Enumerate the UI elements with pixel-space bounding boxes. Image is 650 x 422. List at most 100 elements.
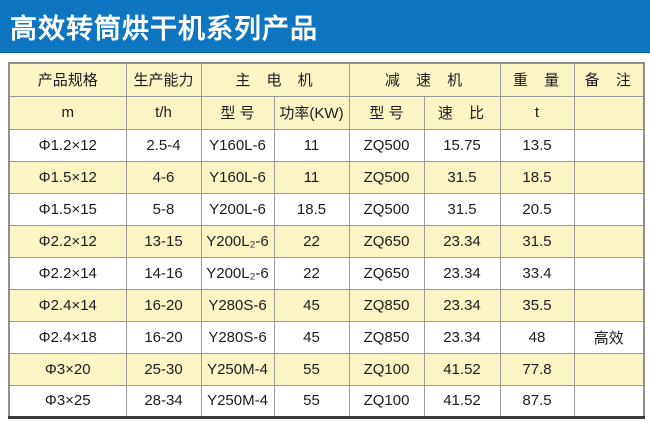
- header-remark: 备 注: [573, 62, 645, 97]
- cell-motor-power: 11: [273, 160, 350, 194]
- cell-remark: [573, 384, 645, 418]
- cell-motor-power: 22: [273, 224, 350, 258]
- header-motor-model: 型 号: [200, 95, 275, 130]
- cell-speed-ratio: 23.34: [423, 288, 501, 322]
- cell-spec: Φ3×20: [8, 352, 127, 386]
- cell-remark: [573, 256, 645, 290]
- cell-capacity: 16-20: [125, 320, 202, 354]
- cell-capacity: 25-30: [125, 352, 202, 386]
- cell-motor-model: Y280S-6: [200, 288, 275, 322]
- cell-spec: Φ3×25: [8, 384, 127, 418]
- cell-reducer-model: ZQ850: [348, 320, 425, 354]
- header-motor-power: 功率(KW): [273, 95, 350, 130]
- cell-spec: Φ2.2×12: [8, 224, 127, 258]
- cell-motor-power: 11: [273, 128, 350, 162]
- table-row: Φ1.5×12 4-6 Y160L-6 11 ZQ500 31.5 18.5: [8, 160, 645, 194]
- cell-reducer-model: ZQ850: [348, 288, 425, 322]
- cell-speed-ratio: 41.52: [423, 384, 501, 418]
- header-reducer-model: 型 号: [348, 95, 425, 130]
- cell-weight: 33.4: [499, 256, 575, 290]
- cell-speed-ratio: 23.34: [423, 256, 501, 290]
- cell-remark: [573, 128, 645, 162]
- cell-remark: [573, 288, 645, 322]
- cell-remark: [573, 352, 645, 386]
- cell-remark: [573, 192, 645, 226]
- cell-reducer-model: ZQ650: [348, 256, 425, 290]
- cell-weight: 13.5: [499, 128, 575, 162]
- cell-speed-ratio: 41.52: [423, 352, 501, 386]
- cell-capacity: 13-15: [125, 224, 202, 258]
- cell-spec: Φ2.4×14: [8, 288, 127, 322]
- table-row: Φ2.2×12 13-15 Y200L₂-6 22 ZQ650 23.34 31…: [8, 224, 645, 258]
- cell-speed-ratio: 31.5: [423, 192, 501, 226]
- cell-weight: 77.8: [499, 352, 575, 386]
- page-title: 高效转筒烘干机系列产品: [10, 13, 318, 44]
- cell-weight: 18.5: [499, 160, 575, 194]
- cell-capacity: 28-34: [125, 384, 202, 418]
- cell-weight: 87.5: [499, 384, 575, 418]
- cell-motor-power: 45: [273, 288, 350, 322]
- cell-motor-power: 22: [273, 256, 350, 290]
- header-row-groups: 产品规格 生产能力 主 电 机 减 速 机 重 量 备 注: [8, 62, 645, 97]
- cell-weight: 48: [499, 320, 575, 354]
- cell-reducer-model: ZQ100: [348, 352, 425, 386]
- table-row: Φ1.2×12 2.5-4 Y160L-6 11 ZQ500 15.75 13.…: [8, 128, 645, 162]
- cell-remark: 高效: [573, 320, 645, 354]
- cell-capacity: 16-20: [125, 288, 202, 322]
- table-row: Φ3×25 28-34 Y250M-4 55 ZQ100 41.52 87.5: [8, 384, 645, 418]
- cell-motor-model: Y160L-6: [200, 128, 275, 162]
- cell-motor-model: Y250M-4: [200, 384, 275, 418]
- spec-table-container: 产品规格 生产能力 主 电 机 减 速 机 重 量 备 注 m t/h 型 号 …: [8, 62, 650, 419]
- cell-motor-power: 55: [273, 384, 350, 418]
- cell-motor-model: Y200L₂-6: [200, 224, 275, 258]
- cell-capacity: 2.5-4: [125, 128, 202, 162]
- header-weight: 重 量: [499, 62, 575, 97]
- header-capacity-unit: t/h: [125, 95, 202, 130]
- cell-weight: 35.5: [499, 288, 575, 322]
- cell-reducer-model: ZQ500: [348, 192, 425, 226]
- cell-speed-ratio: 31.5: [423, 160, 501, 194]
- table-row: Φ2.4×18 16-20 Y280S-6 45 ZQ850 23.34 48 …: [8, 320, 645, 354]
- header-main-motor: 主 电 机: [200, 62, 350, 97]
- cell-spec: Φ1.5×12: [8, 160, 127, 194]
- cell-reducer-model: ZQ650: [348, 224, 425, 258]
- cell-motor-model: Y160L-6: [200, 160, 275, 194]
- header-row-units: m t/h 型 号 功率(KW) 型 号 速 比 t: [8, 95, 645, 130]
- product-spec-table: 产品规格 生产能力 主 电 机 减 速 机 重 量 备 注 m t/h 型 号 …: [8, 62, 645, 419]
- cell-weight: 20.5: [499, 192, 575, 226]
- cell-spec: Φ1.5×15: [8, 192, 127, 226]
- cell-reducer-model: ZQ500: [348, 160, 425, 194]
- cell-remark: [573, 224, 645, 258]
- cell-reducer-model: ZQ500: [348, 128, 425, 162]
- cell-motor-power: 18.5: [273, 192, 350, 226]
- header-reducer: 减 速 机: [348, 62, 501, 97]
- table-row: Φ3×20 25-30 Y250M-4 55 ZQ100 41.52 77.8: [8, 352, 645, 386]
- cell-speed-ratio: 23.34: [423, 224, 501, 258]
- page-title-bar: 高效转筒烘干机系列产品: [0, 0, 650, 53]
- cell-motor-power: 45: [273, 320, 350, 354]
- cell-reducer-model: ZQ100: [348, 384, 425, 418]
- cell-spec: Φ2.4×18: [8, 320, 127, 354]
- header-speed-ratio: 速 比: [423, 95, 501, 130]
- cell-capacity: 14-16: [125, 256, 202, 290]
- cell-motor-model: Y200L-6: [200, 192, 275, 226]
- cell-capacity: 5-8: [125, 192, 202, 226]
- cell-motor-model: Y200L₂-6: [200, 256, 275, 290]
- header-product-spec: 产品规格: [8, 62, 127, 97]
- cell-remark: [573, 160, 645, 194]
- header-spec-unit: m: [8, 95, 127, 130]
- table-row: Φ1.5×15 5-8 Y200L-6 18.5 ZQ500 31.5 20.5: [8, 192, 645, 226]
- cell-speed-ratio: 23.34: [423, 320, 501, 354]
- cell-spec: Φ2.2×14: [8, 256, 127, 290]
- cell-weight: 31.5: [499, 224, 575, 258]
- table-row: Φ2.2×14 14-16 Y200L₂-6 22 ZQ650 23.34 33…: [8, 256, 645, 290]
- cell-spec: Φ1.2×12: [8, 128, 127, 162]
- cell-motor-power: 55: [273, 352, 350, 386]
- table-row: Φ2.4×14 16-20 Y280S-6 45 ZQ850 23.34 35.…: [8, 288, 645, 322]
- header-capacity: 生产能力: [125, 62, 202, 97]
- cell-motor-model: Y250M-4: [200, 352, 275, 386]
- cell-motor-model: Y280S-6: [200, 320, 275, 354]
- cell-capacity: 4-6: [125, 160, 202, 194]
- cell-speed-ratio: 15.75: [423, 128, 501, 162]
- header-remark-unit: [573, 95, 645, 130]
